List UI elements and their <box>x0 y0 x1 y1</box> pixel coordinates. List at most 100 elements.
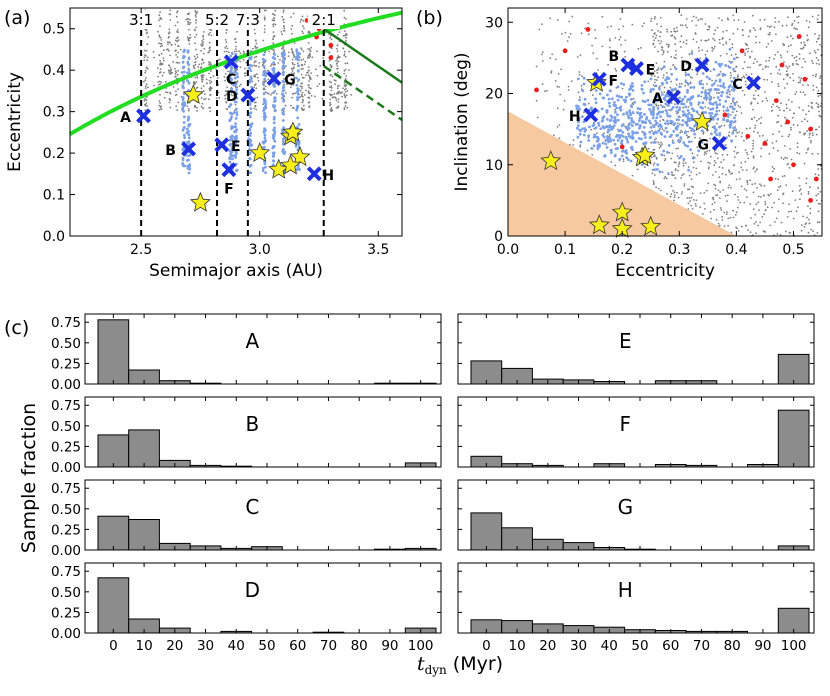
bg-point <box>732 32 735 35</box>
marker-label-C: C <box>732 77 742 93</box>
resonance-label-bg <box>125 10 158 29</box>
bg-point <box>759 122 762 125</box>
blue-point <box>631 132 635 136</box>
bg-point <box>698 137 701 140</box>
bg-point <box>596 132 598 135</box>
bg-point <box>342 34 345 37</box>
marker-label-B: B <box>609 49 620 65</box>
bg-point <box>169 70 172 73</box>
blue-point <box>281 119 285 122</box>
bg-point <box>765 65 767 68</box>
marker-H <box>306 166 322 182</box>
bg-point <box>169 54 171 57</box>
bg-point <box>608 46 611 49</box>
bg-point <box>768 56 771 59</box>
bg-point <box>336 44 339 47</box>
bg-point <box>200 49 203 52</box>
blue-point <box>681 123 684 127</box>
bg-point <box>343 9 346 12</box>
bg-point <box>748 56 751 59</box>
blue-point <box>654 119 657 123</box>
bg-point <box>610 25 612 28</box>
bg-point <box>751 118 753 121</box>
bg-point <box>763 78 765 81</box>
bg-point <box>772 147 775 150</box>
bg-point <box>804 94 806 96</box>
blue-point <box>677 108 681 112</box>
blue-point <box>594 89 598 92</box>
bg-point <box>262 62 265 64</box>
bg-point <box>687 130 689 133</box>
blue-point <box>273 96 276 100</box>
bg-point <box>263 31 266 33</box>
blue-point <box>662 97 666 100</box>
blue-point <box>294 76 298 80</box>
bg-point <box>609 39 611 42</box>
bg-point <box>818 221 821 224</box>
bg-point <box>227 70 229 73</box>
bg-point <box>722 75 724 77</box>
blue-point <box>180 71 184 74</box>
blue-point <box>718 64 722 68</box>
blue-point <box>728 47 732 51</box>
blue-point <box>282 151 285 154</box>
bg-point <box>189 21 192 24</box>
bg-point <box>158 54 161 57</box>
bg-point <box>186 20 189 23</box>
bg-point <box>174 68 176 70</box>
bg-point <box>143 80 145 83</box>
blue-point <box>671 106 675 109</box>
bg-point <box>597 69 599 71</box>
bg-point <box>802 91 805 94</box>
blue-point <box>651 116 655 120</box>
bg-point <box>651 169 654 171</box>
bg-point <box>780 125 783 127</box>
blue-point <box>182 110 186 113</box>
bg-point <box>210 80 213 83</box>
blue-point <box>643 100 647 103</box>
bg-point <box>559 93 562 96</box>
bg-point <box>669 86 672 89</box>
bg-point <box>167 43 169 46</box>
bg-point <box>299 95 302 98</box>
bg-point <box>224 90 227 92</box>
bg-point <box>709 70 712 72</box>
bg-point <box>335 63 338 65</box>
bg-point <box>661 143 664 146</box>
resonance-label-3: 2:1 <box>312 11 336 29</box>
bg-point <box>732 129 735 132</box>
bg-point <box>717 84 719 87</box>
bg-point <box>777 114 779 117</box>
y-tick-label: 0.00 <box>51 377 81 393</box>
bg-point <box>675 84 678 86</box>
blue-point <box>296 69 300 72</box>
bg-point <box>760 116 763 119</box>
histogram-bar <box>777 353 810 385</box>
bg-point <box>815 199 818 202</box>
bg-point <box>754 29 757 32</box>
bg-point <box>279 58 281 61</box>
bg-point <box>766 206 769 209</box>
bg-point <box>808 136 811 139</box>
blue-point <box>642 142 646 145</box>
bg-point <box>195 87 198 89</box>
bg-point <box>809 52 811 55</box>
bg-point <box>198 63 201 66</box>
bg-point <box>145 77 147 79</box>
bg-point <box>179 48 182 51</box>
marker-E <box>214 137 230 153</box>
bg-point <box>679 24 682 26</box>
bg-point <box>657 141 660 144</box>
bg-point <box>226 76 228 79</box>
bg-point <box>299 21 302 23</box>
bg-point <box>344 105 347 107</box>
bg-point <box>158 42 160 45</box>
bg-point <box>784 156 787 159</box>
bg-point <box>567 89 570 91</box>
blue-point <box>575 107 579 110</box>
blue-point <box>273 109 277 113</box>
bg-point <box>771 206 773 209</box>
blue-point <box>188 163 192 167</box>
bg-point <box>743 21 746 23</box>
bg-point <box>174 70 177 73</box>
